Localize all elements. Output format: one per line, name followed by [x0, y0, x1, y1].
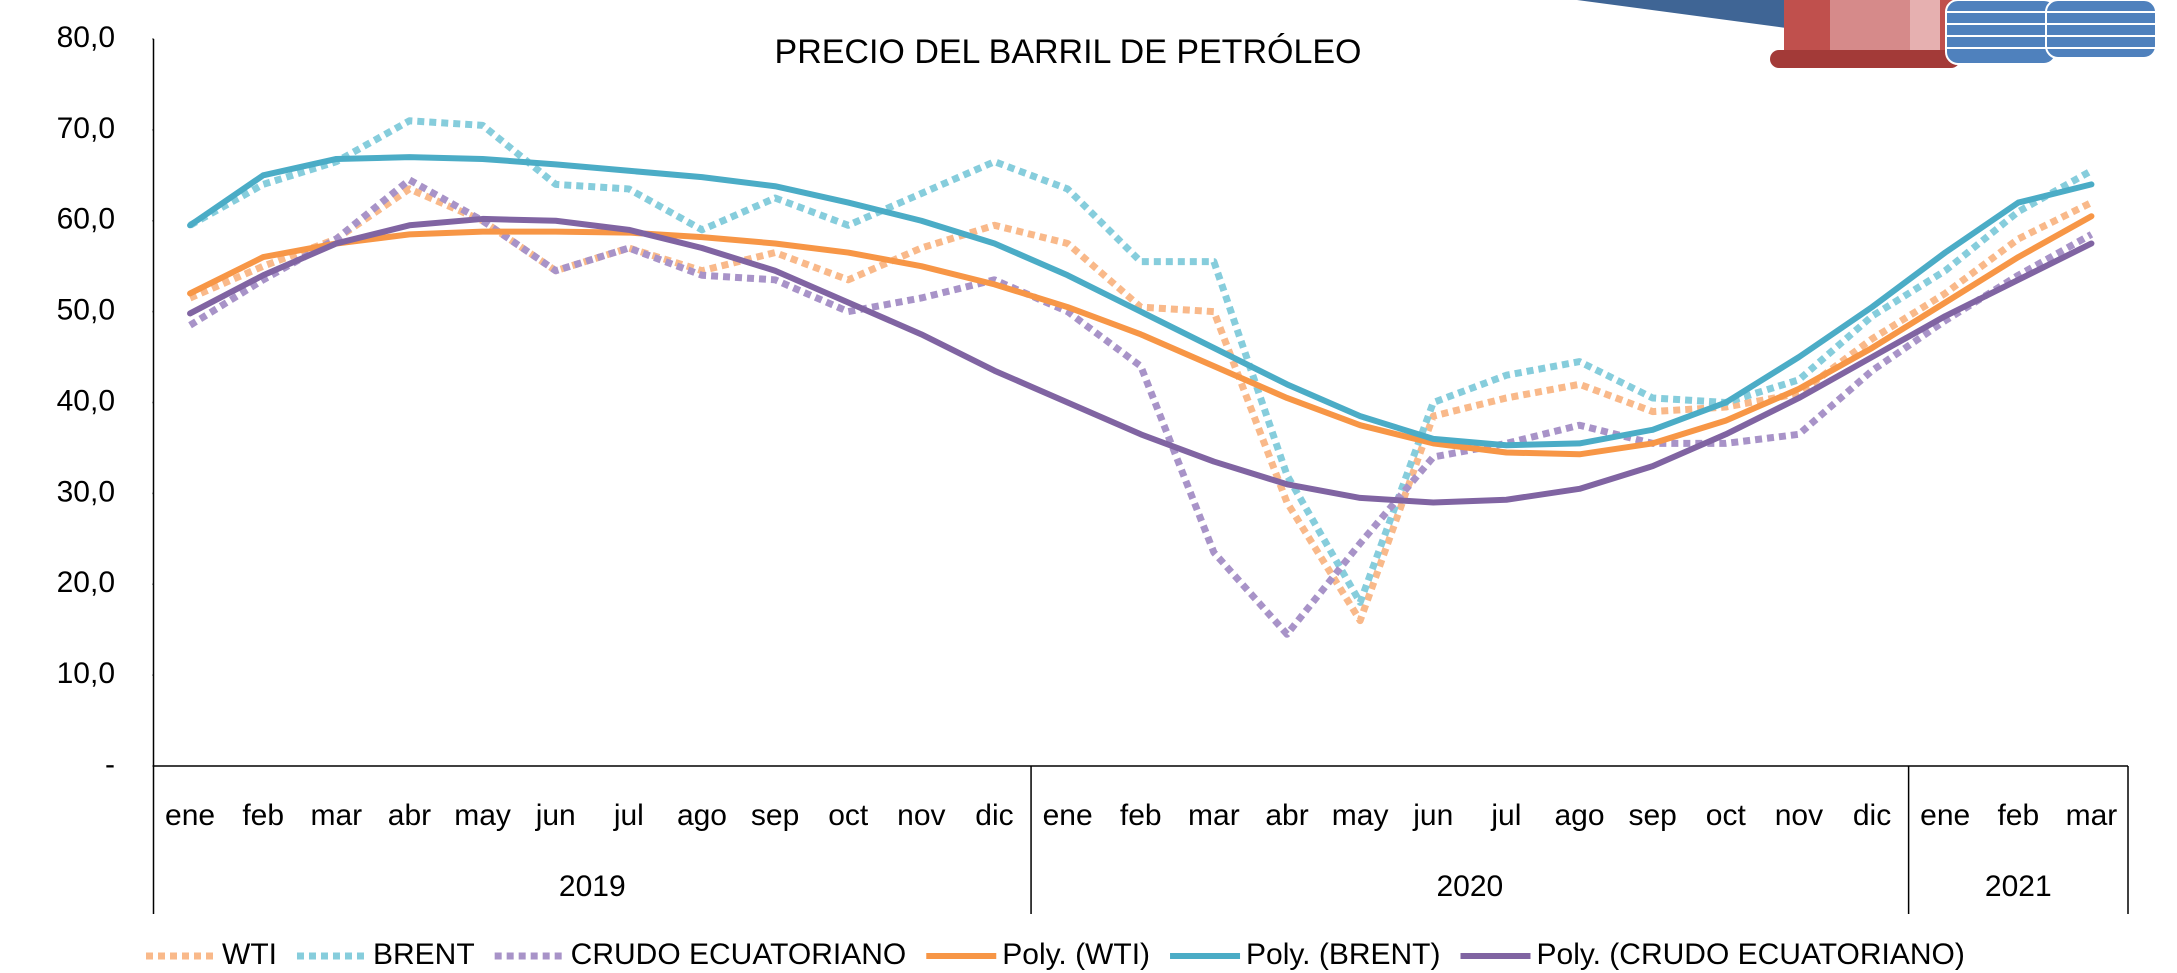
y-tick-label: 30,0	[57, 475, 115, 508]
x-tick-label: mar	[310, 799, 362, 832]
series-line	[190, 216, 2091, 454]
y-tick-label: 60,0	[57, 203, 115, 236]
x-tick-label: oct	[1706, 799, 1747, 832]
x-tick-label: jul	[1490, 799, 1521, 832]
series-line	[190, 157, 2091, 445]
x-tick-label: feb	[1120, 799, 1162, 832]
legend-label: Poly. (BRENT)	[1246, 938, 1440, 971]
x-tick-label: mar	[2066, 799, 2118, 832]
x-tick-label: sep	[1628, 799, 1676, 832]
series-line	[190, 180, 2091, 634]
chart-title: PRECIO DEL BARRIL DE PETRÓLEO	[775, 33, 1362, 71]
x-tick-label: abr	[388, 799, 431, 832]
year-label: 2020	[1436, 870, 1503, 903]
x-tick-label: jun	[1412, 799, 1453, 832]
y-tick-label: 70,0	[57, 112, 115, 145]
x-tick-label: ene	[165, 799, 215, 832]
x-tick-label: may	[454, 799, 511, 832]
x-tick-label: feb	[1997, 799, 2039, 832]
x-tick-label: may	[1332, 799, 1389, 832]
x-tick-label: sep	[751, 799, 799, 832]
year-label: 2019	[559, 870, 626, 903]
x-tick-label: nov	[1775, 799, 1823, 832]
year-label: 2021	[1985, 870, 2052, 903]
legend-label: BRENT	[373, 938, 475, 971]
x-tick-label: nov	[897, 799, 945, 832]
x-tick-label: jun	[535, 799, 576, 832]
x-tick-label: ago	[677, 799, 727, 832]
y-tick-label: 20,0	[57, 566, 115, 599]
x-tick-label: dic	[1853, 799, 1891, 832]
x-tick-label: ene	[1043, 799, 1093, 832]
legend-label: Poly. (CRUDO ECUATORIANO)	[1537, 938, 1965, 971]
legend-label: WTI	[222, 938, 277, 971]
series-line	[190, 189, 2091, 621]
y-tick-label: 40,0	[57, 384, 115, 417]
y-tick-label: -	[105, 748, 115, 781]
series-line	[190, 219, 2091, 503]
x-tick-label: jul	[613, 799, 644, 832]
legend-label: CRUDO ECUATORIANO	[571, 938, 907, 971]
x-tick-label: ago	[1554, 799, 1604, 832]
chart: PRECIO DEL BARRIL DE PETRÓLEO - 10,0 20,0 3…	[0, 0, 2177, 973]
x-tick-label: oct	[828, 799, 869, 832]
y-tick-label: 80,0	[57, 21, 115, 54]
series-line	[190, 121, 2091, 603]
x-tick-label: abr	[1265, 799, 1308, 832]
x-tick-label: feb	[242, 799, 284, 832]
x-tick-label: dic	[975, 799, 1013, 832]
decoration	[1577, 0, 2156, 68]
y-tick-label: 50,0	[57, 294, 115, 327]
y-tick-label: 10,0	[57, 657, 115, 690]
x-tick-label: ene	[1920, 799, 1970, 832]
x-tick-label: mar	[1188, 799, 1240, 832]
legend-label: Poly. (WTI)	[1002, 938, 1150, 971]
